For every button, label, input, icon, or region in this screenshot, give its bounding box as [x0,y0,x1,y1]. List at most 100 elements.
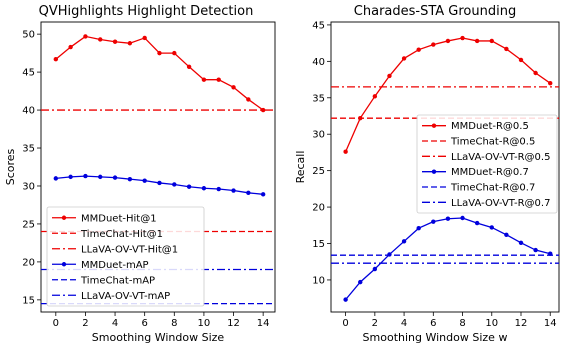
x-tick-label: 0 [53,318,59,329]
data-point [533,248,537,252]
data-point [504,233,508,237]
data-point [231,85,235,89]
data-point [402,239,406,243]
data-point [113,175,117,179]
legend-label: TimeChat-R@0.7 [450,183,535,194]
data-point [446,217,450,221]
data-point [373,267,377,271]
grounding-chart-panel: Charades-STA Grounding Smoothing Window … [294,4,559,344]
data-point [475,221,479,225]
x-tick-label: 2 [372,318,378,329]
y-tick-label: 15 [312,239,325,250]
data-point [490,225,494,229]
data-point [83,174,87,178]
legend-label: TimeChat-R@0.5 [450,137,535,148]
hit-chart-panel: QVHighlights Highlight Detection Smoothi… [4,4,275,344]
y-tick-label: 20 [312,203,325,214]
x-tick-label: 10 [485,318,498,329]
y-tick-label: 35 [312,93,325,104]
data-point [172,51,176,55]
data-point [128,177,132,181]
data-point [416,226,420,230]
y-tick-label: 40 [312,57,325,68]
legend-label: MMDuet-R@0.5 [451,121,529,132]
data-point [504,47,508,51]
legend-label: LLaVA-OV-VT-Hit@1 [81,244,178,255]
chart-title: QVHighlights Highlight Detection [39,4,254,19]
data-point [490,39,494,43]
series-line [346,218,551,300]
y-tick-label: 45 [312,20,325,31]
data-point [548,81,552,85]
series-line [56,36,263,110]
data-point [460,216,464,220]
y-tick-label: 20 [22,257,35,268]
x-tick-label: 14 [544,318,557,329]
x-tick-label: 8 [459,318,465,329]
x-tick-label: 0 [342,318,348,329]
legend-marker [62,262,66,266]
x-tick-label: 6 [141,318,147,329]
data-point [475,39,479,43]
data-point [98,175,102,179]
legend-marker [62,216,66,220]
y-tick-label: 40 [22,106,35,117]
data-point [402,56,406,60]
x-tick-label: 12 [515,318,528,329]
data-point [387,74,391,78]
x-tick-label: 6 [430,318,436,329]
x-tick-label: 8 [171,318,177,329]
y-tick-label: 30 [22,181,35,192]
data-point [202,186,206,190]
data-point [431,42,435,46]
data-point [446,39,450,43]
x-tick-label: 4 [112,318,118,329]
data-point [519,241,523,245]
data-point [128,41,132,45]
data-point [157,181,161,185]
x-tick-label: 4 [401,318,407,329]
y-tick-label: 25 [312,166,325,177]
data-point [519,58,523,62]
y-axis-label: Scores [4,148,17,185]
y-tick-label: 45 [22,68,35,79]
data-point [261,192,265,196]
data-point [343,149,347,153]
y-axis-label: Recall [294,151,307,184]
x-tick-label: 10 [198,318,211,329]
data-point [343,297,347,301]
legend-label: MMDuet-mAP [81,260,149,271]
x-tick-label: 2 [82,318,88,329]
x-axis-label: Smoothing Window Size w [363,331,508,344]
legend-marker [432,169,436,173]
legend-label: MMDuet-Hit@1 [81,213,157,224]
legend-marker [432,123,436,127]
data-point [187,65,191,69]
data-point [416,47,420,51]
data-point [358,280,362,284]
data-point [202,77,206,81]
chart-title: Charades-STA Grounding [354,4,516,19]
y-tick-label: 35 [22,144,35,155]
legend-label: MMDuet-R@0.7 [451,167,529,178]
data-point [54,176,58,180]
x-tick-label: 12 [227,318,240,329]
data-point [68,45,72,49]
data-point [54,57,58,61]
data-point [187,185,191,189]
legend-label: LLaVA-OV-VT-R@0.7 [451,198,550,209]
data-point [142,36,146,40]
data-point [217,77,221,81]
data-point [217,187,221,191]
data-point [157,51,161,55]
data-point [246,97,250,101]
data-point [533,71,537,75]
data-point [113,40,117,44]
data-point [246,191,250,195]
data-point [68,175,72,179]
x-tick-label: 14 [257,318,270,329]
data-point [83,34,87,38]
data-point [172,182,176,186]
data-point [142,178,146,182]
